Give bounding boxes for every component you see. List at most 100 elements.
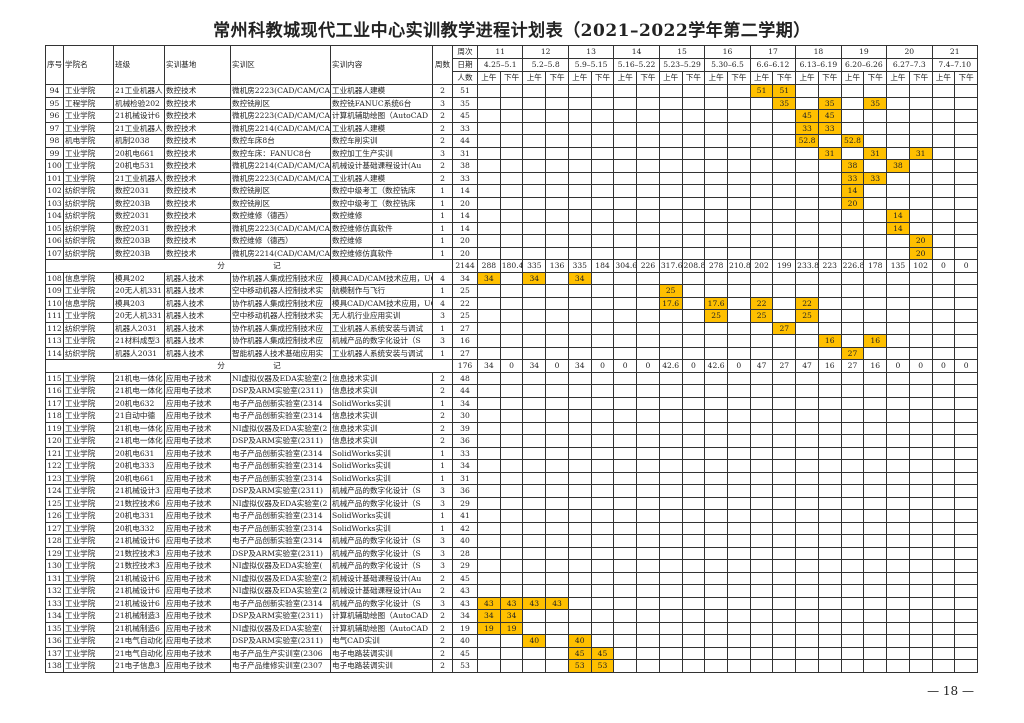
college: 纺织学院 <box>63 196 114 210</box>
row-no: 114 <box>45 346 64 360</box>
schedule-slot <box>886 396 910 410</box>
schedule-slot <box>477 521 501 535</box>
schedule-slot <box>658 446 683 460</box>
schedule-slot <box>931 596 956 610</box>
schedule-slot <box>545 371 569 385</box>
schedule-slot <box>567 446 592 460</box>
schedule-slot <box>908 134 933 148</box>
schedule-slot <box>704 446 728 460</box>
people: 16 <box>452 334 478 348</box>
class: 21数控技术6 <box>113 496 165 510</box>
schedule-slot <box>545 509 569 523</box>
training-base: 应用电子技术 <box>164 659 231 673</box>
schedule-slot <box>931 659 956 673</box>
schedule-slot <box>886 196 910 210</box>
schedule-slot <box>477 659 501 673</box>
class: 21电气自动化 <box>113 634 165 648</box>
scheduled-slot: 19 <box>477 621 501 635</box>
schedule-slot <box>658 646 683 660</box>
weeks: 2 <box>432 371 453 385</box>
schedule-slot <box>954 96 978 110</box>
schedule-slot <box>613 484 638 498</box>
schedule-slot <box>772 109 797 123</box>
training-area: NI虚拟仪器及EDA实验室(2 <box>230 584 331 598</box>
training-content: SolidWorks实训 <box>330 446 433 460</box>
row-no: 108 <box>45 271 64 285</box>
schedule-slot <box>863 284 888 298</box>
schedule-slot <box>704 184 728 198</box>
college: 工业学院 <box>63 121 114 135</box>
training-content: 数控车削实训 <box>330 134 433 148</box>
schedule-slot <box>545 209 569 223</box>
schedule-slot <box>772 346 797 360</box>
schedule-slot <box>499 284 524 298</box>
schedule-slot <box>590 146 615 160</box>
scheduled-slot: 20 <box>908 234 933 248</box>
schedule-slot <box>795 396 819 410</box>
session-pm: 下午 <box>772 71 797 85</box>
training-area: 电子产品创新实验室(2314 <box>230 521 331 535</box>
schedule-slot <box>817 609 842 623</box>
schedule-slot <box>545 334 569 348</box>
subtotal-value: 0 <box>545 359 569 373</box>
schedule-slot <box>772 646 797 660</box>
people: 43 <box>452 584 478 598</box>
schedule-slot <box>636 246 660 260</box>
week-number: 17 <box>749 45 797 59</box>
scheduled-slot: 14 <box>886 209 910 223</box>
weeks: 2 <box>432 634 453 648</box>
schedule-slot <box>795 646 819 660</box>
schedule-slot <box>613 346 638 360</box>
people: 34 <box>452 396 478 410</box>
schedule-slot <box>658 196 683 210</box>
schedule-slot <box>636 559 660 573</box>
schedule-slot <box>795 184 819 198</box>
table-row: 101 工业学院 21工业机器人 数控技术 微机房2223(CAD/CAM/CAE) 工业… <box>45 171 978 185</box>
table-row: 108 信息学院 模具202 机器人技术 协作机器人集成控制技术应 模具CAD/CAM技术… <box>45 271 978 285</box>
schedule-slot <box>817 496 842 510</box>
college: 工业学院 <box>63 621 114 635</box>
schedule-slot <box>522 371 547 385</box>
schedule-slot <box>749 609 774 623</box>
row-no: 137 <box>45 646 64 660</box>
schedule-slot <box>886 596 910 610</box>
schedule-slot <box>772 534 797 548</box>
schedule-slot <box>931 434 956 448</box>
scheduled-slot: 33 <box>795 121 819 135</box>
weeks: 2 <box>432 84 453 98</box>
schedule-slot <box>817 309 842 323</box>
schedule-slot <box>613 121 638 135</box>
schedule-slot <box>658 434 683 448</box>
people: 30 <box>452 409 478 423</box>
schedule-slot <box>681 509 706 523</box>
class: 20无人机331 <box>113 309 165 323</box>
training-content: 数控中级考工（数控铣床 <box>330 184 433 198</box>
subtotal-value: 135 <box>886 259 910 273</box>
schedule-slot <box>749 634 774 648</box>
schedule-slot <box>908 209 933 223</box>
training-area: DSP及ARM实验室(2311) <box>230 434 331 448</box>
schedule-slot <box>522 159 547 173</box>
schedule-slot <box>840 271 865 285</box>
row-no: 120 <box>45 434 64 448</box>
schedule-slot <box>681 621 706 635</box>
schedule-slot <box>886 309 910 323</box>
schedule-slot <box>477 309 501 323</box>
schedule-slot <box>840 234 865 248</box>
class: 20机电333 <box>113 459 165 473</box>
training-content: 机械产品的数字化设计（S <box>330 559 433 573</box>
college: 工业学院 <box>63 559 114 573</box>
schedule-slot <box>954 109 978 123</box>
schedule-slot <box>886 646 910 660</box>
people: 40 <box>452 534 478 548</box>
class: 21机电一体化 <box>113 384 165 398</box>
scheduled-slot: 45 <box>590 646 615 660</box>
schedule-slot <box>908 396 933 410</box>
schedule-slot <box>522 109 547 123</box>
training-area: 电子产品生产实训室(2306 <box>230 646 331 660</box>
row-no: 133 <box>45 596 64 610</box>
schedule-slot <box>613 171 638 185</box>
scheduled-slot: 34 <box>567 271 592 285</box>
schedule-slot <box>726 221 751 235</box>
training-content: 机械设计基础课程设计(Au <box>330 571 433 585</box>
